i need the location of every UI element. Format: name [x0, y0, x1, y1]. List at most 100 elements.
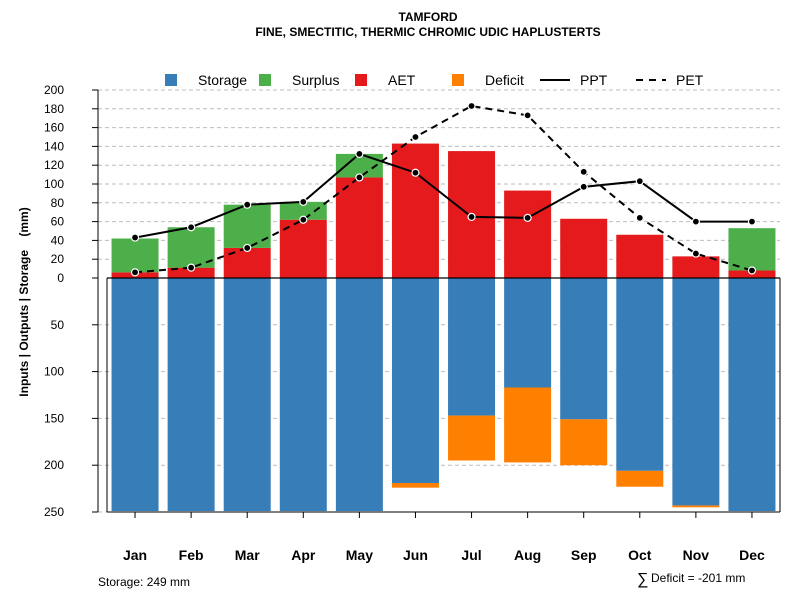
x-tick-label-oct: Oct [628, 547, 652, 563]
legend-swatch-aet [355, 74, 367, 86]
storage-bar-aug [504, 278, 552, 388]
chart-title: TAMFORD [398, 10, 457, 24]
aet-bar-sep [560, 218, 608, 278]
ppt-point-jul [467, 212, 476, 221]
pet-point-feb [187, 263, 196, 272]
x-tick-label-may: May [346, 547, 373, 563]
ppt-point-apr [299, 197, 308, 206]
aet-bar-may [335, 177, 383, 278]
pet-point-dec [747, 266, 757, 275]
sum-symbol: ∑ [637, 571, 648, 588]
deficit-bar-aug [504, 387, 552, 463]
ppt-point-aug [523, 213, 532, 222]
surplus-bar-jan [111, 238, 159, 273]
x-tick-label-jan: Jan [123, 547, 147, 563]
storage-bar-may [335, 278, 383, 512]
ppt-point-nov [691, 217, 700, 226]
y-tick-label: 20 [51, 252, 65, 266]
x-tick-label-mar: Mar [235, 547, 260, 563]
surplus-bar-dec [728, 228, 776, 271]
deficit-bar-jun [391, 482, 439, 488]
bars [111, 143, 776, 512]
legend-label-storage: Storage [198, 72, 247, 88]
pet-point-oct [635, 213, 644, 222]
ppt-point-mar [243, 200, 252, 209]
series-lines [130, 101, 757, 277]
pet-line [134, 104, 753, 274]
ppt-point-may [355, 149, 364, 159]
y-tick-label: 0 [57, 271, 64, 285]
y-tick-label: 150 [44, 411, 64, 425]
aet-bar-mar [223, 247, 271, 278]
legend-label-aet: AET [388, 72, 416, 88]
x-tick-label-jun: Jun [403, 547, 428, 563]
legend-swatch-storage [165, 74, 177, 86]
x-tick-label-dec: Dec [739, 547, 765, 563]
legend-swatch-surplus [259, 74, 271, 86]
chart-subtitle: FINE, SMECTITIC, THERMIC CHROMIC UDIC HA… [255, 25, 600, 39]
pet-point-sep [579, 167, 588, 176]
ppt-point-oct [635, 177, 644, 186]
storage-bar-jun [391, 278, 439, 483]
x-tick-label-feb: Feb [179, 547, 204, 563]
x-tick-label-jul: Jul [461, 547, 481, 563]
aet-bar-jun [391, 143, 439, 278]
aet-bar-nov [672, 256, 720, 278]
storage-bar-jul [448, 278, 496, 416]
y-tick-label: 50 [51, 318, 65, 332]
pet-point-jul [467, 101, 476, 111]
pet-point-aug [523, 111, 532, 120]
y-tick-label: 200 [44, 83, 64, 97]
axes: 0 20 40 60 80 100 120 140 160 180 200 50 100 150 200 25… [44, 83, 781, 563]
x-tick-label-sep: Sep [571, 547, 597, 563]
y-axis-label: Inputs | Outputs | Storage (mm) [17, 207, 31, 396]
storage-bar-oct [616, 278, 664, 471]
storage-bar-feb [167, 278, 215, 512]
storage-bar-sep [560, 278, 608, 420]
ppt-point-sep [579, 182, 588, 191]
pet-point-nov [691, 249, 700, 258]
storage-bar-jan [111, 278, 159, 512]
aet-bar-oct [616, 234, 664, 278]
surplus-bar-feb [167, 227, 215, 268]
y-tick-label: 80 [51, 196, 65, 210]
storage-footer: Storage: 249 mm [98, 575, 190, 589]
aet-bar-aug [504, 190, 552, 278]
surplus-bar-apr [279, 201, 327, 220]
pet-point-jun [411, 132, 420, 142]
deficit-footer: Deficit = -201 mm [651, 571, 745, 585]
legend-label-deficit: Deficit [485, 72, 524, 88]
y-tick-label: 60 [51, 215, 65, 229]
surplus-bar-may [335, 153, 383, 178]
legend: Storage Surplus AET Deficit PPT PET [165, 72, 704, 88]
ppt-point-jun [411, 168, 420, 177]
deficit-bar-sep [560, 419, 608, 466]
ppt-point-dec [747, 217, 757, 226]
deficit-bar-oct [616, 470, 664, 487]
deficit-bar-jul [448, 415, 496, 461]
legend-swatch-deficit [452, 74, 464, 86]
y-tick-label: 250 [44, 505, 64, 519]
y-tick-label: 100 [44, 177, 64, 191]
deficit-bar-nov [672, 505, 720, 508]
ppt-line [134, 152, 752, 239]
y-tick-label: 200 [44, 458, 64, 472]
pet-point-jan [130, 268, 140, 277]
x-tick-label-aug: Aug [514, 547, 541, 563]
ppt-point-jan [130, 233, 140, 242]
legend-label-pet: PET [676, 72, 704, 88]
ppt-point-feb [187, 223, 196, 232]
legend-label-surplus: Surplus [292, 72, 339, 88]
pet-point-may [355, 173, 364, 182]
y-tick-label: 120 [44, 158, 64, 172]
storage-bar-nov [672, 278, 720, 506]
y-tick-label: 160 [44, 121, 64, 135]
y-tick-label: 140 [44, 139, 64, 153]
y-tick-label: 100 [44, 365, 64, 379]
y-tick-label: 180 [44, 102, 64, 116]
x-tick-label-apr: Apr [291, 547, 316, 563]
x-tick-label-nov: Nov [683, 547, 710, 563]
storage-bar-apr [279, 278, 327, 512]
y-tick-label: 40 [51, 233, 65, 247]
